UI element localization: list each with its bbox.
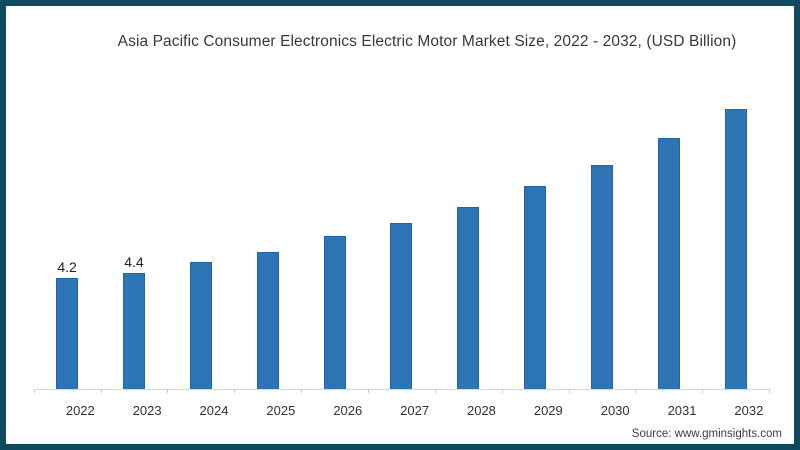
bar-2024 [189, 262, 212, 389]
x-axis-label: 2029 [533, 403, 563, 418]
x-axis-line [33, 389, 770, 390]
bar-2029 [524, 185, 547, 389]
source-attribution: Source: www.gminsights.com [631, 428, 782, 440]
x-axis-tick [33, 389, 35, 393]
x-axis-tick [234, 389, 236, 393]
bar-2026 [323, 235, 346, 389]
bar-2032 [724, 109, 747, 389]
x-axis-label: 2023 [132, 403, 162, 418]
x-axis-tick [702, 389, 704, 393]
bar-2025 [256, 251, 279, 389]
x-axis-tick [167, 389, 169, 393]
x-axis-tick [769, 389, 771, 393]
bar-value-label: 4.4 [124, 253, 144, 270]
bar-2027 [390, 222, 413, 389]
x-axis-label: 2025 [266, 403, 296, 418]
x-axis-tick [367, 389, 369, 393]
plot-area: 4.2 2022 4.4 2023 2024 2025 2026 2027 2028 2029 20… [6, 6, 794, 444]
bar-2022 [56, 278, 79, 389]
chart-title: Asia Pacific Consumer Electronics Electr… [117, 33, 737, 50]
bar-2031 [657, 138, 680, 389]
bar-value-label: 4.2 [57, 259, 77, 276]
x-axis-tick [568, 389, 570, 393]
x-axis-label: 2024 [199, 403, 229, 418]
x-axis-tick [635, 389, 637, 393]
x-axis-label: 2028 [466, 403, 496, 418]
x-axis-label: 2032 [734, 403, 764, 418]
x-axis-label: 2031 [667, 403, 697, 418]
x-axis-label: 2030 [600, 403, 630, 418]
bar-2028 [457, 206, 480, 389]
bar-2030 [590, 164, 613, 389]
bar-2023 [122, 272, 145, 389]
x-axis-tick [501, 389, 503, 393]
x-axis-tick [100, 389, 102, 393]
x-axis-label: 2022 [65, 403, 95, 418]
x-axis-tick [434, 389, 436, 393]
x-axis-tick [301, 389, 303, 393]
x-axis-label: 2027 [400, 403, 430, 418]
x-axis-label: 2026 [333, 403, 363, 418]
